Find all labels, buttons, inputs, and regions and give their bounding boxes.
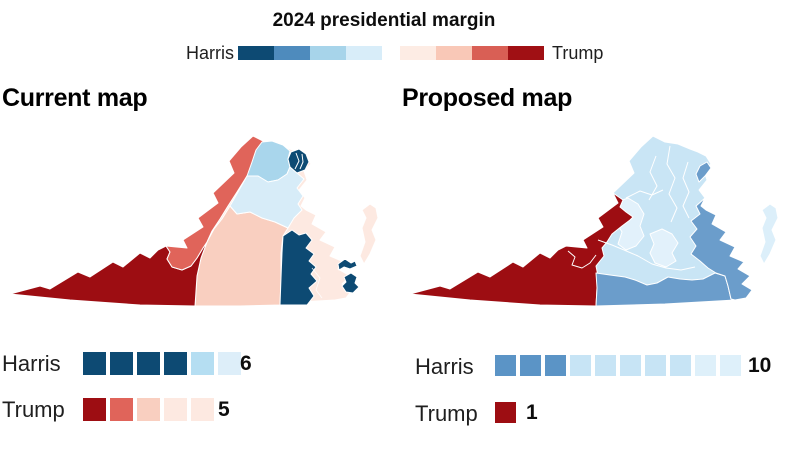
color-swatch: [164, 352, 187, 375]
chart-title: 2024 presidential margin: [272, 10, 496, 31]
color-swatch: [620, 355, 641, 376]
color-swatch: [310, 46, 346, 60]
color-swatch: [495, 402, 516, 423]
proposed-district-west-red: [409, 192, 634, 307]
color-swatch: [191, 352, 214, 375]
color-swatch: [83, 398, 106, 421]
proposed-boundary-e: [623, 249, 696, 271]
proposed-map-title: Proposed map: [402, 84, 573, 112]
color-swatch: [508, 46, 544, 60]
current-harris-count: 6: [240, 352, 252, 375]
color-swatch: [137, 352, 160, 375]
proposed-district-east-medium-blue: [689, 197, 753, 301]
color-swatch: [436, 46, 472, 60]
color-swatch: [520, 355, 541, 376]
current-nova-inner-boundary2: [299, 153, 304, 170]
proposed-pale-patch-center: [649, 228, 679, 268]
color-swatch: [720, 355, 741, 376]
proposed-boundary-b: [666, 145, 678, 223]
proposed-trump-label: Trump: [415, 401, 478, 426]
current-nova-inner-boundary: [294, 152, 300, 170]
current-district-tidewater-navy2: [341, 272, 360, 294]
proposed-harris-label: Harris: [415, 354, 474, 379]
current-map-title: Current map: [2, 84, 148, 112]
proposed-trump-swatches: [495, 402, 516, 423]
color-swatch: [137, 398, 160, 421]
color-swatch: [110, 398, 133, 421]
current-trump-label: Trump: [2, 397, 65, 422]
proposed-boundary-f: [597, 239, 625, 251]
proposed-harris-count: 10: [748, 354, 772, 377]
proposed-harris-swatches: [495, 355, 741, 376]
scale-trump-label: Trump: [552, 43, 604, 63]
proposed-trump-count: 1: [526, 401, 538, 424]
current-harris-label: Harris: [2, 351, 61, 376]
color-swatch: [110, 352, 133, 375]
margin-color-scale: [238, 46, 544, 60]
current-district-piedmont-pale-blue: [229, 166, 305, 229]
color-swatch: [274, 46, 310, 60]
current-harris-swatches: [83, 352, 241, 375]
color-swatch: [695, 355, 716, 376]
proposed-district-southside-medium-blue: [595, 272, 736, 307]
color-swatch: [191, 398, 214, 421]
proposed-district-ne-medium-blue: [695, 161, 712, 183]
color-swatch: [164, 398, 187, 421]
current-trump-swatches: [83, 398, 214, 421]
proposed-red-inner-boundary: [567, 250, 597, 269]
proposed-boundary-c: [682, 161, 690, 219]
current-district-tidewater-navy: [337, 258, 358, 271]
color-swatch: [645, 355, 666, 376]
current-district1-2-boundary: [311, 267, 323, 299]
color-swatch: [545, 355, 566, 376]
color-swatch: [495, 355, 516, 376]
color-swatch: [83, 352, 106, 375]
color-swatch: [238, 46, 274, 60]
color-swatch: [670, 355, 691, 376]
color-swatch: [472, 46, 508, 60]
scale-harris-label: Harris: [186, 43, 234, 63]
proposed-eastern-shore: [759, 203, 779, 265]
color-swatch: [595, 355, 616, 376]
color-swatch: [400, 46, 436, 60]
current-map: [9, 135, 379, 307]
current-district-southside-navy: [279, 229, 318, 306]
current-trump-count: 5: [218, 398, 230, 421]
proposed-map: [409, 135, 779, 307]
color-swatch: [346, 46, 382, 60]
color-swatch: [218, 352, 241, 375]
proposed-boundary-d: [625, 189, 664, 199]
color-swatch: [570, 355, 591, 376]
current-eastern-shore: [359, 203, 379, 265]
proposed-boundary-a: [648, 155, 658, 201]
